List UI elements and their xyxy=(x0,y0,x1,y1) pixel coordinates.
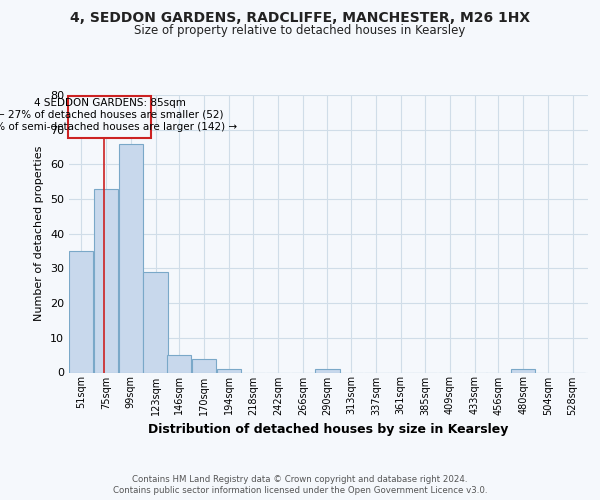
Text: ← 27% of detached houses are smaller (52): ← 27% of detached houses are smaller (52… xyxy=(0,109,223,119)
Bar xyxy=(69,251,94,372)
Bar xyxy=(119,144,143,372)
X-axis label: Distribution of detached houses by size in Kearsley: Distribution of detached houses by size … xyxy=(148,423,509,436)
Bar xyxy=(511,369,535,372)
FancyBboxPatch shape xyxy=(68,96,151,138)
Y-axis label: Number of detached properties: Number of detached properties xyxy=(34,146,44,322)
Text: Size of property relative to detached houses in Kearsley: Size of property relative to detached ho… xyxy=(134,24,466,37)
Bar xyxy=(167,355,191,372)
Text: Contains public sector information licensed under the Open Government Licence v3: Contains public sector information licen… xyxy=(113,486,487,495)
Bar xyxy=(143,272,167,372)
Text: 4 SEDDON GARDENS: 85sqm: 4 SEDDON GARDENS: 85sqm xyxy=(34,98,185,108)
Bar xyxy=(94,188,118,372)
Text: 73% of semi-detached houses are larger (142) →: 73% of semi-detached houses are larger (… xyxy=(0,122,237,132)
Bar xyxy=(316,369,340,372)
Bar xyxy=(192,358,216,372)
Text: Contains HM Land Registry data © Crown copyright and database right 2024.: Contains HM Land Registry data © Crown c… xyxy=(132,475,468,484)
Text: 4, SEDDON GARDENS, RADCLIFFE, MANCHESTER, M26 1HX: 4, SEDDON GARDENS, RADCLIFFE, MANCHESTER… xyxy=(70,11,530,25)
Bar xyxy=(217,369,241,372)
